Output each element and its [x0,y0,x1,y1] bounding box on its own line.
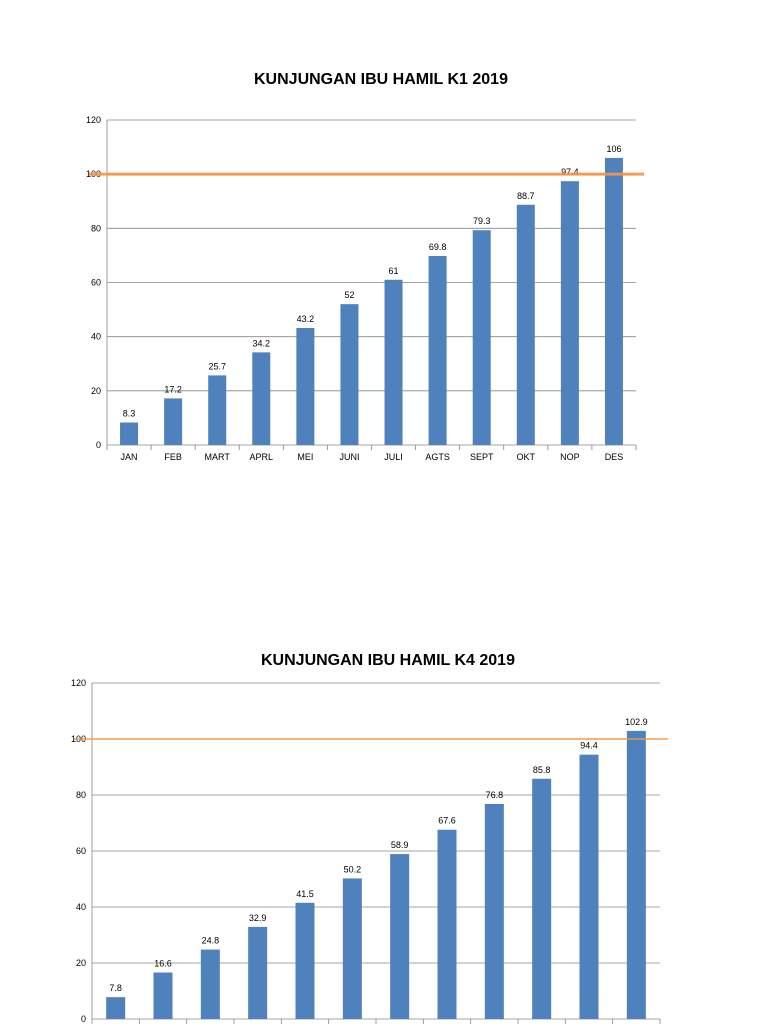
chart-k1-category-label: NOP [560,452,580,462]
chart-k4-ytick-label: 60 [76,846,86,856]
chart-k4-bar [342,878,362,1019]
chart-k1-data-label: 17.2 [164,384,182,394]
chart-k4-data-label: 32.9 [249,913,267,923]
chart-k4-bar [484,803,504,1019]
chart-k1-data-label: 106 [606,144,621,154]
chart-k4-data-label: 85.8 [533,765,551,775]
chart-k4-ytick-label: 40 [76,902,86,912]
chart-k1-category-label: SEPT [470,452,494,462]
chart-k1-category-label: AGTS [425,452,450,462]
chart-k4-data-label: 24.8 [202,936,220,946]
chart-k1-data-label: 8.3 [123,409,136,419]
chart-k4-ytick-label: 120 [71,678,86,688]
chart-k4-bar [532,778,552,1019]
chart-k1-data-label: 25.7 [208,361,226,371]
chart-k1-data-label: 88.7 [517,191,535,201]
chart-k1-data-label: 52 [344,290,354,300]
chart-k1-category-label: JULI [384,452,403,462]
chart-k4-data-label: 76.8 [486,790,504,800]
chart-k1-data-label: 34.2 [253,338,271,348]
chart-k4-bar [579,754,599,1019]
chart-k4-bar [106,997,126,1019]
chart-k4-bar [153,972,173,1019]
chart-k1-data-label: 97.4 [561,167,579,177]
chart-k1-title: KUNJUNGAN IBU HAMIL K1 2019 [254,71,508,88]
chart-k1-category-label: MART [205,452,231,462]
chart-k4-bar [295,902,315,1019]
chart-k1-category-label: APRL [250,452,274,462]
chart-k1-bar [340,304,359,445]
chart-k1-data-label: 69.8 [429,242,447,252]
chart-k1-bar [384,279,403,445]
chart-k1-bar [560,181,579,446]
chart-k4-data-label: 58.9 [391,840,409,850]
chart-k4-title: KUNJUNGAN IBU HAMIL K4 2019 [261,652,515,669]
chart-k1-bar [604,157,623,445]
chart-k1: KUNJUNGAN IBU HAMIL K1 2019 020406080100… [86,71,644,462]
chart-k4-data-label: 41.5 [296,889,314,899]
chart-k4-data-label: 16.6 [154,959,172,969]
chart-k1-bar [296,328,315,445]
chart-k4-data-label: 102.9 [625,717,648,727]
chart-k4-bar [248,926,268,1019]
chart-k1-ytick-label: 120 [86,115,101,125]
chart-k1-ytick-label: 60 [91,278,101,288]
chart-k1-bar [472,230,491,445]
chart-k1-ytick-label: 80 [91,223,101,233]
chart-k4-data-label: 67.6 [438,816,456,826]
chart-k1-bar [516,204,535,445]
chart-k1-bar [120,422,139,445]
chart-k1-bar [252,352,271,445]
chart-k1-bar [208,375,227,445]
chart-k1-category-label: FEB [164,452,182,462]
chart-k4-bar [200,949,220,1019]
chart-k4-data-label: 7.8 [109,983,122,993]
chart-k1-data-label: 61 [389,266,399,276]
chart-k1-data-label: 43.2 [297,314,315,324]
chart-k1-category-label: OKT [517,452,536,462]
chart-k4-ytick-label: 20 [76,958,86,968]
chart-k1-bar [428,255,447,445]
chart-k4-bar [626,730,646,1019]
chart-k1-category-label: JAN [121,452,138,462]
chart-k4-ytick-label: 0 [81,1014,86,1024]
chart-k4-data-label: 50.2 [344,864,362,874]
chart-k4-bar [437,829,457,1019]
chart-k1-category-label: DES [605,452,624,462]
chart-k1-ytick-label: 40 [91,332,101,342]
chart-k4-ytick-label: 80 [76,790,86,800]
chart-k1-bar [164,398,183,445]
chart-k4: KUNJUNGAN IBU HAMIL K4 2019 020406080100… [71,652,668,1024]
chart-k1-category-label: MEI [297,452,313,462]
chart-k1-ytick-label: 20 [91,386,101,396]
chart-k4-data-label: 94.4 [580,741,598,751]
chart-k4-bar [390,854,410,1019]
chart-k1-ytick-label: 0 [96,440,101,450]
chart-k1-category-label: JUNI [339,452,359,462]
chart-k1-data-label: 79.3 [473,216,491,226]
